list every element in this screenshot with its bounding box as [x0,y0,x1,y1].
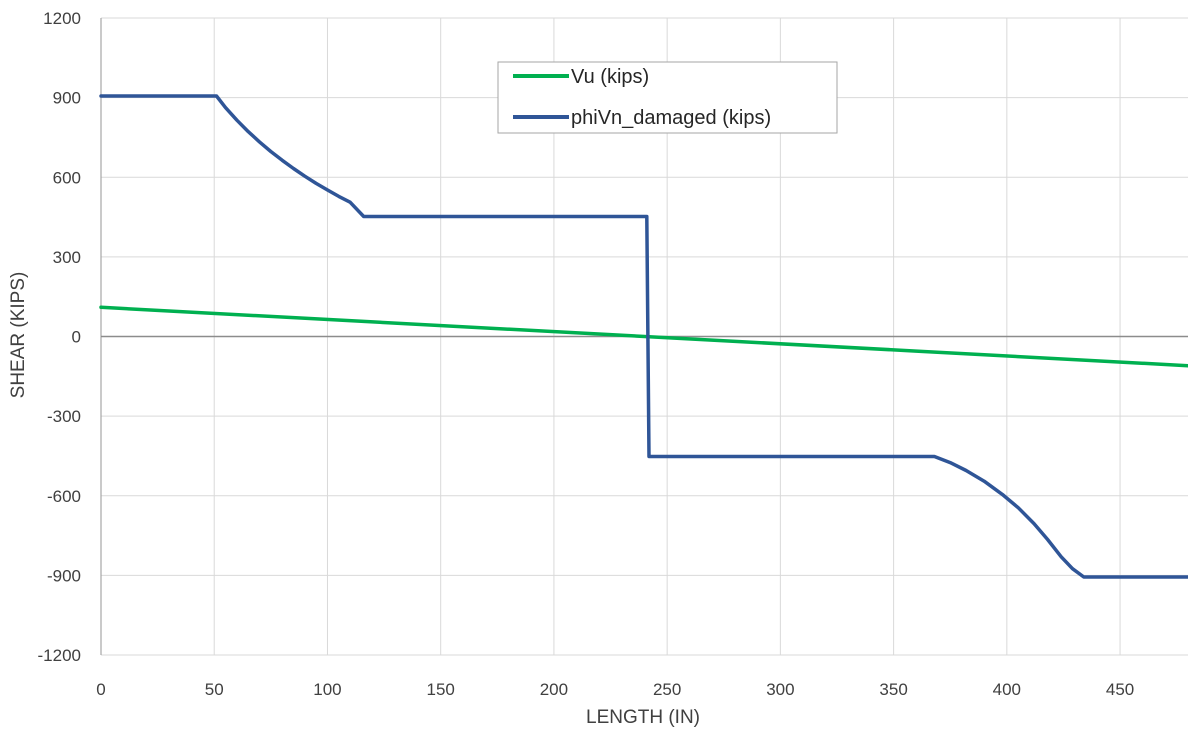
y-tick-label: 300 [53,248,81,267]
series-line-phivn-damaged-kips [99,94,1188,579]
y-tick-label: -1200 [38,646,81,665]
y-tick-label: -300 [47,407,81,426]
y-tick-label: 900 [53,89,81,108]
x-tick-label: 100 [313,680,341,699]
x-tick-label: 50 [205,680,224,699]
y-tick-label: 0 [72,328,81,347]
x-tick-label: 300 [766,680,794,699]
tick-labels: 1200 900 600 300 0 -300 -600 -900 -1200 0 50 100 150… [38,9,1135,699]
x-tick-label: 400 [993,680,1021,699]
x-tick-label: 250 [653,680,681,699]
y-tick-label: 600 [53,168,81,187]
x-tick-label: 450 [1106,680,1134,699]
y-tick-label: 1200 [43,9,81,28]
series-lines [99,94,1188,579]
x-axis-title: LENGTH (IN) [586,707,700,728]
legend-box [497,61,838,134]
x-tick-label: 150 [427,680,455,699]
legend-label-vu: Vu (kips) [571,66,649,88]
x-tick-label: 200 [540,680,568,699]
x-tick-label: 0 [96,680,105,699]
y-tick-label: -600 [47,487,81,506]
y-axis-title: SHEAR (KIPS) [8,272,29,399]
x-tick-label: 350 [879,680,907,699]
y-tick-label: -900 [47,566,81,585]
legend: Vu (kips) phiVn_damaged (kips) [497,61,838,134]
legend-label-phivn-damaged: phiVn_damaged (kips) [571,107,771,129]
series-line-vu-kips [99,305,1188,368]
